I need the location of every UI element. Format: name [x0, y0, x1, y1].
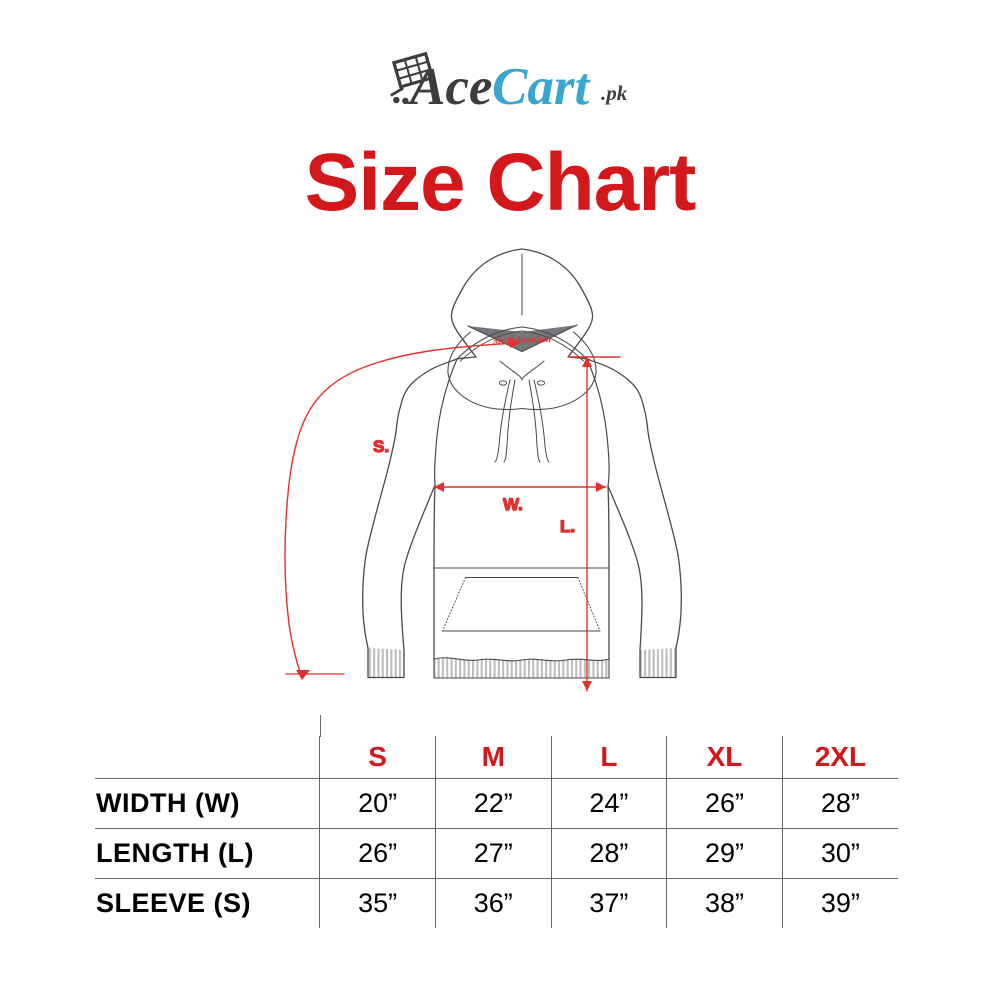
svg-text:.pk: .pk [601, 81, 628, 105]
svg-text:W.: W. [503, 495, 523, 514]
svg-text:S.: S. [373, 437, 389, 456]
svg-text:L.: L. [560, 517, 575, 536]
svg-text:Mr.Fahrenheit: Mr.Fahrenheit [492, 335, 552, 347]
svg-text:Ace: Ace [407, 58, 492, 112]
svg-text:Cart: Cart [492, 58, 591, 112]
